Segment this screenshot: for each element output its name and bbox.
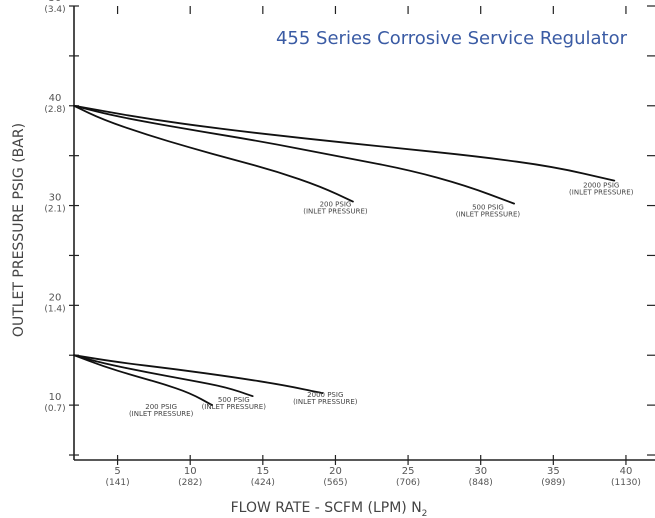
curve-label: 2000 PSIG (583, 182, 619, 190)
curve-label-sub: (INLET PRESSURE) (303, 208, 368, 216)
x-tick-sublabel: (424) (251, 478, 275, 488)
curve-label-sub: (INLET PRESSURE) (569, 189, 634, 197)
x-axis-label-subscript: 2 (422, 509, 428, 518)
curve-label: 500 PSIG (218, 396, 250, 404)
y-tick-label: 40 (49, 93, 62, 104)
curve-label: 200 PSIG (320, 201, 352, 209)
plot-frame (73, 6, 655, 461)
y-tick-label: 20 (49, 292, 62, 303)
x-tick-sublabel: (989) (541, 478, 565, 488)
curve-line-500-psig-setpoint-15 (73, 354, 254, 398)
y-axis-ticks: 10(0.7) 20(1.4) 30(2.1) 40(2.8) 50(3.4) (44, 0, 655, 456)
x-tick-sublabel: (706) (396, 478, 420, 488)
x-tick-sublabel: (282) (178, 478, 202, 488)
curve-label-sub: (INLET PRESSURE) (202, 403, 267, 411)
x-tick-label: 15 (256, 466, 269, 477)
x-tick-sublabel: (565) (323, 478, 347, 488)
x-axis-label-text: FLOW RATE - SCFM (LPM) N (231, 500, 422, 516)
x-axis-ticks: 5(141) 10(282) 15(424) 20(565) 25(706) 30(848… (105, 6, 641, 488)
y-tick-sublabel: (0.7) (44, 404, 65, 414)
y-tick-label: 10 (49, 392, 62, 403)
curve-label-sub: (INLET PRESSURE) (129, 410, 194, 418)
x-tick-label: 20 (329, 466, 342, 477)
x-tick-label: 10 (184, 466, 197, 477)
curve-label: 2000 PSIG (307, 391, 343, 399)
y-tick-sublabel: (2.1) (44, 205, 65, 215)
curve-label-sub: (INLET PRESSURE) (456, 211, 521, 219)
x-tick-label: 35 (547, 466, 560, 477)
x-tick-label: 25 (402, 466, 415, 477)
x-tick-label: 5 (114, 466, 120, 477)
curve-label: 500 PSIG (472, 204, 504, 212)
x-tick-sublabel: (1130) (611, 478, 641, 488)
curve-line-200-psig-setpoint-40 (73, 104, 354, 203)
y-tick-label: 50 (49, 0, 62, 4)
y-axis-label: OUTLET PRESSURE PSIG (BAR) (11, 123, 27, 337)
y-tick-sublabel: (2.8) (44, 105, 65, 115)
curve-line-2000-psig-setpoint-40 (73, 104, 616, 182)
x-tick-sublabel: (141) (105, 478, 129, 488)
curve-line-2000-psig-setpoint-15 (73, 354, 324, 395)
x-tick-label: 40 (620, 466, 633, 477)
x-tick-sublabel: (848) (469, 478, 493, 488)
curve-label-group: 200 PSIG(INLET PRESSURE)500 PSIG(INLET P… (129, 182, 634, 419)
x-axis-label: FLOW RATE - SCFM (LPM) N2 (231, 500, 428, 518)
curve-line-200-psig-setpoint-15 (73, 354, 213, 406)
y-tick-sublabel: (3.4) (44, 5, 65, 15)
y-tick-sublabel: (1.4) (44, 304, 65, 314)
curve-group (73, 104, 616, 406)
curve-label: 200 PSIG (145, 403, 177, 411)
curve-label-sub: (INLET PRESSURE) (293, 398, 358, 406)
x-tick-label: 30 (474, 466, 487, 477)
chart-title: 455 Series Corrosive Service Regulator (276, 28, 628, 49)
y-tick-label: 30 (49, 193, 62, 204)
curve-line-500-psig-setpoint-40 (73, 104, 515, 205)
